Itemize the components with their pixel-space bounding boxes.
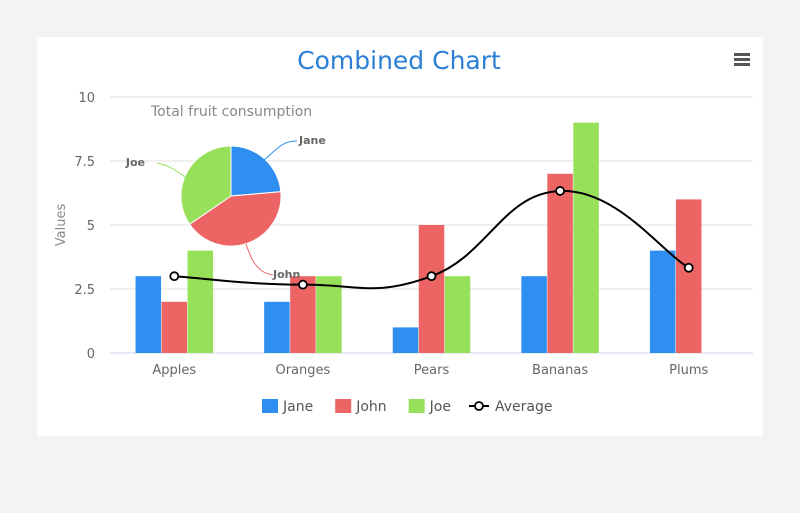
average-point: [555, 186, 565, 196]
legend-swatch: [408, 399, 425, 413]
bar-jane: [521, 276, 547, 353]
bar-john: [675, 199, 702, 353]
chart-card: Combined Chart 0 2.5 5 7.5 10 Values Apples O…: [37, 37, 763, 436]
pie-chart: Jane John Joe: [125, 134, 326, 281]
legend-item-jane[interactable]: Jane: [262, 399, 313, 415]
bar-jane: [264, 301, 290, 353]
y-tick-label: 7.5: [74, 155, 95, 170]
x-tick-label: Plums: [669, 363, 708, 378]
pie-label-john: John: [272, 268, 300, 281]
bar-john: [161, 301, 188, 353]
hamburger-menu-icon[interactable]: [734, 53, 750, 66]
average-point: [426, 271, 437, 282]
legend-marker: [474, 401, 484, 411]
average-line: [174, 189, 690, 290]
legend-swatch: [262, 399, 278, 413]
average-spline: [169, 186, 694, 290]
bar-series: [135, 122, 702, 353]
x-tick-label: Oranges: [275, 363, 330, 378]
legend: Jane John Joe Average: [262, 399, 552, 415]
pie-connector: [262, 140, 298, 162]
average-point: [297, 279, 308, 290]
y-tick-label: 2.5: [74, 283, 95, 298]
legend-swatch: [335, 399, 352, 413]
average-point: [169, 271, 180, 282]
chart-title: Combined Chart: [297, 46, 501, 75]
combined-chart: Combined Chart 0 2.5 5 7.5 10 Values Apples O…: [54, 46, 753, 415]
bar-john: [547, 173, 573, 353]
x-tick-label: Bananas: [532, 363, 588, 378]
pie-label-jane: Jane: [298, 134, 326, 147]
legend-item-joe[interactable]: Joe: [408, 399, 451, 415]
x-tick-label: Pears: [414, 363, 450, 378]
pie-connector: [156, 162, 190, 181]
pie-connector: [245, 243, 274, 276]
legend-label: Average: [495, 399, 553, 415]
x-axis-ticks: Apples Oranges Pears Bananas Plums: [152, 363, 708, 378]
x-tick-label: Apples: [152, 363, 196, 378]
average-point: [683, 262, 694, 273]
y-axis-ticks: 0 2.5 5 7.5 10: [74, 91, 95, 362]
pie-slice-jane: [230, 145, 282, 197]
legend-label: Joe: [429, 399, 451, 415]
pie-label-joe: Joe: [125, 156, 145, 169]
bar-joe: [187, 250, 214, 353]
pie-slice-joe: [180, 145, 232, 225]
bar-jane: [392, 327, 419, 353]
legend-label: Jane: [282, 399, 313, 415]
bar-john: [418, 225, 445, 353]
bar-joe: [573, 122, 599, 353]
pie-slice-john: [189, 191, 282, 247]
y-tick-label: 0: [87, 347, 95, 362]
bar-joe: [316, 276, 342, 353]
bar-jane: [649, 250, 676, 353]
legend-item-average[interactable]: Average: [468, 399, 553, 415]
bar-jane: [135, 276, 162, 353]
y-tick-label: 10: [78, 91, 95, 106]
pie-title: Total fruit consumption: [150, 104, 312, 120]
y-axis-title: Values: [54, 204, 69, 247]
legend-item-john[interactable]: John: [335, 399, 387, 415]
bar-joe: [444, 276, 471, 353]
legend-label: John: [355, 399, 386, 415]
y-tick-label: 5: [87, 219, 95, 234]
